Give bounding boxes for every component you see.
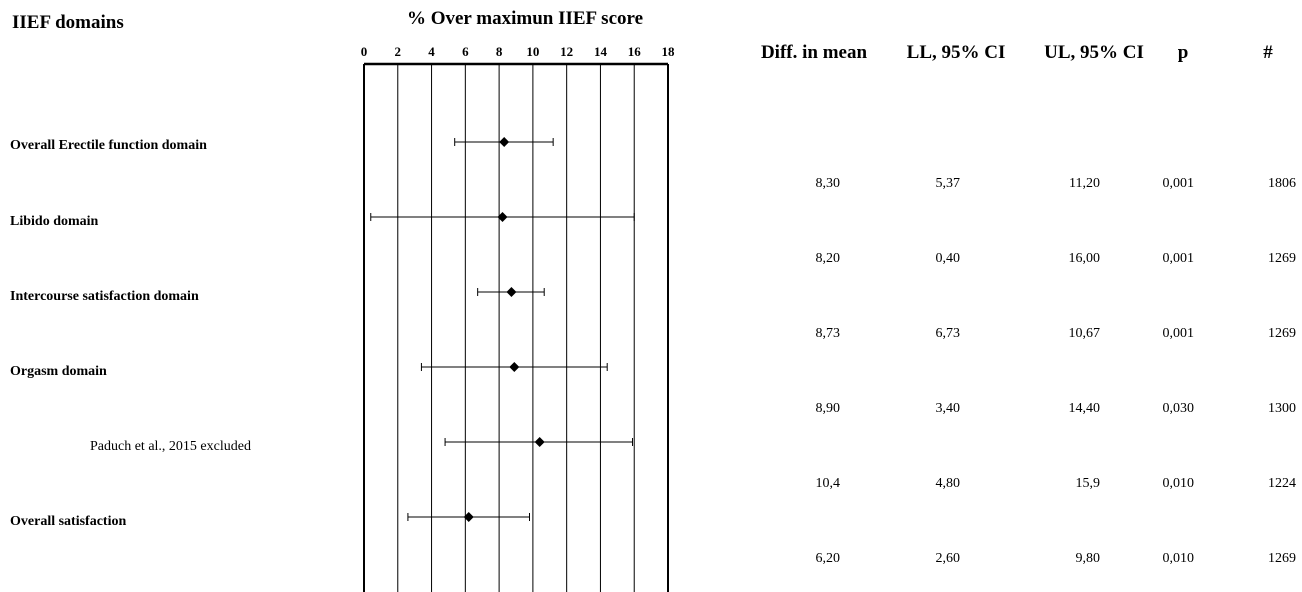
cell-n: 1269 [1268,326,1296,341]
cell-p: 0,010 [1162,551,1195,566]
col-header-diff: Diff. in mean [760,42,868,63]
cell-n: 1300 [1268,401,1296,416]
cell-p: 0,001 [1162,326,1195,341]
point-marker [497,212,508,222]
cell-ll: 6,73 [935,326,961,341]
cell-ll: 3,40 [935,401,961,416]
axis-title: % Over maximun IIEF score [406,8,644,29]
point-marker [499,137,510,147]
cell-ll: 4,80 [935,476,961,491]
cell-diff: 8,90 [815,401,841,416]
x-tick-label: 10 [526,44,539,59]
cell-ll: 2,60 [935,551,961,566]
x-tick-label: 2 [395,44,402,59]
row-label: Intercourse satisfaction domain [10,289,199,304]
x-tick-label: 8 [496,44,503,59]
x-tick-label: 18 [662,44,676,59]
cell-ul: 14,40 [1068,401,1101,416]
col-header-ul: UL, 95% CI [1044,42,1144,63]
cell-ll: 0,40 [935,251,961,266]
cell-p: 0,010 [1162,476,1195,491]
x-tick-label: 14 [594,44,608,59]
point-marker [534,437,545,447]
cell-ul: 11,20 [1069,176,1100,191]
row-label: Libido domain [10,214,99,229]
cell-p: 0,001 [1162,251,1195,266]
cell-n: 1269 [1268,551,1296,566]
col-header-ll: LL, 95% CI [906,42,1006,63]
point-marker [509,362,520,372]
domains-heading: IIEF domains [12,12,124,33]
x-tick-label: 0 [361,44,368,59]
cell-diff: 8,73 [815,326,841,341]
row-label: Paduch et al., 2015 excluded [90,439,251,454]
cell-diff: 6,20 [815,551,841,566]
cell-diff: 8,20 [815,251,841,266]
cell-n: 1224 [1268,476,1296,491]
cell-diff: 8,30 [815,176,841,191]
row-label: Overall satisfaction [10,514,127,529]
cell-ll: 5,37 [935,176,961,191]
cell-ul: 16,00 [1068,251,1101,266]
cell-n: 1269 [1268,251,1296,266]
col-header-n: # [1263,42,1273,63]
cell-p: 0,001 [1162,176,1195,191]
point-marker [463,512,474,522]
x-tick-label: 6 [462,44,469,59]
cell-ul: 15,9 [1075,476,1101,491]
x-tick-label: 16 [628,44,642,59]
x-tick-label: 12 [560,44,573,59]
cell-ul: 9,80 [1075,551,1101,566]
cell-n: 1806 [1268,176,1296,191]
cell-diff: 10,4 [815,476,841,491]
row-label: Overall Erectile function domain [10,138,207,153]
cell-p: 0,030 [1162,401,1195,416]
cell-ul: 10,67 [1068,326,1101,341]
x-tick-label: 4 [428,44,435,59]
col-header-p: p [1177,42,1189,63]
point-marker [506,287,517,297]
row-label: Orgasm domain [10,364,107,379]
